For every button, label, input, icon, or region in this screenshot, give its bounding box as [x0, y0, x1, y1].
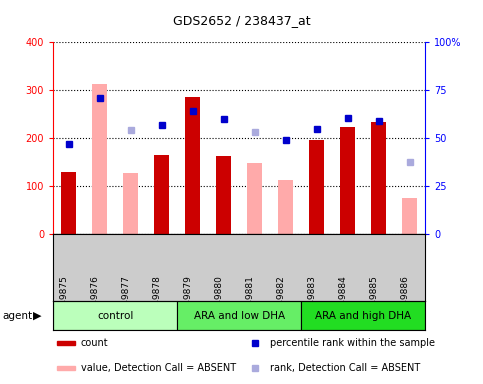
Text: value, Detection Call = ABSENT: value, Detection Call = ABSENT [81, 362, 236, 373]
Text: rank, Detection Call = ABSENT: rank, Detection Call = ABSENT [270, 362, 421, 373]
Bar [340, 127, 355, 234]
Bar [61, 172, 76, 234]
Text: GDS2652 / 238437_at: GDS2652 / 238437_at [173, 14, 310, 27]
Text: count: count [81, 338, 108, 348]
Bar [92, 84, 107, 234]
Bar [154, 155, 170, 234]
Bar [371, 122, 386, 234]
Bar [185, 98, 200, 234]
Text: control: control [97, 311, 133, 321]
Text: ▶: ▶ [33, 311, 42, 321]
Bar [177, 301, 301, 330]
Bar [57, 341, 75, 345]
Text: ARA and high DHA: ARA and high DHA [315, 311, 411, 321]
Text: agent: agent [2, 311, 32, 321]
Bar [53, 301, 177, 330]
Text: ARA and low DHA: ARA and low DHA [194, 311, 284, 321]
Bar [309, 140, 324, 234]
Bar [301, 301, 425, 330]
Bar [247, 163, 262, 234]
Bar [123, 173, 138, 234]
Bar [402, 198, 417, 234]
Text: percentile rank within the sample: percentile rank within the sample [270, 338, 435, 348]
Bar [278, 180, 293, 234]
Bar [57, 366, 75, 370]
Bar [216, 156, 231, 234]
